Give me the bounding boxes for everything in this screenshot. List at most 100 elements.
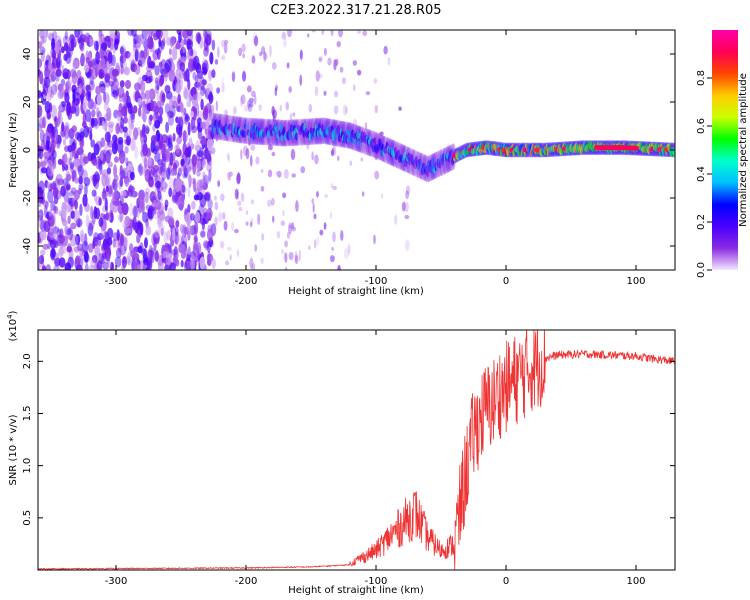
heatmap-blob — [245, 221, 249, 226]
heatmap-blob — [101, 57, 106, 71]
heatmap-blob — [107, 227, 114, 240]
heatmap-blob — [143, 156, 148, 169]
heatmap-blob — [145, 127, 150, 134]
heatmap-blob — [195, 32, 202, 43]
heatmap-blob — [68, 197, 76, 207]
heatmap-blob — [144, 187, 150, 196]
heatmap-blob — [53, 230, 59, 243]
heatmap-blob — [337, 265, 341, 270]
heatmap-blob — [92, 117, 99, 127]
heatmap-blob — [275, 171, 279, 176]
heatmap-blob — [184, 257, 192, 270]
heatmap-blob — [38, 197, 42, 208]
heatmap-blob — [362, 30, 368, 37]
heatmap-blob — [294, 250, 298, 263]
heatmap-blob — [173, 247, 179, 261]
heatmap-blob — [127, 30, 134, 37]
heatmap-blob — [258, 104, 262, 112]
heatmap-blob — [159, 98, 165, 107]
heatmap-blob — [269, 45, 272, 57]
heatmap-blob — [144, 237, 148, 249]
heatmap-blob — [106, 253, 111, 265]
heatmap-blob — [63, 72, 69, 79]
heatmap-blob — [154, 80, 160, 94]
heatmap-blob — [60, 100, 66, 108]
heatmap-blob — [88, 264, 96, 270]
heatmap-blob — [198, 203, 205, 218]
heatmap-blob — [185, 113, 189, 120]
heatmap-blob — [119, 165, 123, 176]
heatmap-blob — [180, 48, 184, 58]
heatmap-blob — [168, 177, 175, 191]
heatmap-blob — [332, 185, 337, 190]
heatmap-blob — [47, 235, 51, 242]
heatmap-blob — [224, 39, 229, 45]
heatmap-blob — [140, 50, 145, 59]
heatmap-blob — [248, 97, 254, 104]
heatmap-blob — [195, 140, 201, 151]
heatmap-blob — [300, 166, 306, 174]
heatmap-blob — [93, 143, 100, 156]
heatmap-blob — [158, 61, 163, 68]
heatmap-blob — [94, 207, 101, 220]
heatmap-blob — [401, 201, 406, 212]
heatmap-blob — [175, 81, 182, 94]
heatmap-blob — [38, 144, 42, 158]
heatmap-blob — [118, 149, 126, 164]
heatmap-blob — [267, 199, 272, 207]
heatmap-blob — [141, 123, 146, 138]
heatmap-blob — [294, 254, 299, 265]
heatmap-blob — [163, 231, 168, 244]
heatmap-blob — [91, 189, 97, 197]
heatmap-blob — [404, 239, 410, 252]
heatmap-blob — [240, 192, 245, 202]
heatmap-blob — [67, 215, 71, 225]
colorbar-gradient — [712, 30, 738, 270]
heatmap-blob — [374, 170, 380, 180]
heatmap-blob — [48, 225, 55, 233]
heatmap-blob — [200, 138, 207, 145]
heatmap-blob — [336, 40, 341, 48]
heatmap-blob — [323, 90, 327, 96]
heatmap-blob — [196, 150, 204, 158]
heatmap-blob — [229, 254, 232, 261]
heatmap-blob — [217, 211, 223, 223]
heatmap-blob — [247, 103, 253, 113]
heatmap-blob — [101, 252, 107, 259]
heatmap-blob — [251, 262, 256, 270]
heatmap-blob — [122, 126, 128, 133]
heatmap-blob — [383, 45, 388, 55]
heatmap-blob — [66, 183, 72, 191]
heatmap-blob — [137, 51, 145, 65]
heatmap-blob — [156, 84, 160, 91]
heatmap-blob — [152, 135, 158, 143]
heatmap-blob — [312, 202, 315, 213]
heatmap-blob — [57, 178, 65, 186]
heatmap-blob — [276, 170, 282, 178]
heatmap-blob — [365, 91, 371, 96]
heatmap-blob — [240, 148, 243, 160]
heatmap-blob — [171, 100, 177, 109]
heatmap-blob — [75, 255, 81, 266]
heatmap-blob — [223, 220, 228, 231]
snr-panel: -300 -200 -100 0 100 0.5 1.0 1.5 2.0 Height of … — [6, 310, 676, 596]
heatmap-blob — [222, 212, 226, 220]
heatmap-blob — [74, 235, 79, 246]
heatmap-blob — [190, 258, 196, 270]
heatmap-blob — [295, 200, 299, 212]
heatmap-blob — [80, 52, 86, 66]
heatmap-blob — [154, 65, 160, 76]
heatmap-blob — [217, 180, 221, 187]
snr-y-label: SNR (10 * v/v) — [8, 414, 19, 485]
heatmap-blob — [58, 257, 66, 268]
heatmap-blob — [51, 51, 57, 61]
heatmap-blob — [187, 204, 191, 213]
heatmap-blob — [133, 127, 139, 140]
heatmap-blob — [129, 171, 135, 181]
heatmap-blob — [134, 260, 141, 270]
heatmap-blob — [267, 169, 273, 178]
heatmap-blob — [215, 100, 218, 112]
heatmap-blob — [223, 43, 228, 54]
heatmap-blob — [290, 148, 296, 161]
heatmap-blob — [238, 206, 243, 212]
